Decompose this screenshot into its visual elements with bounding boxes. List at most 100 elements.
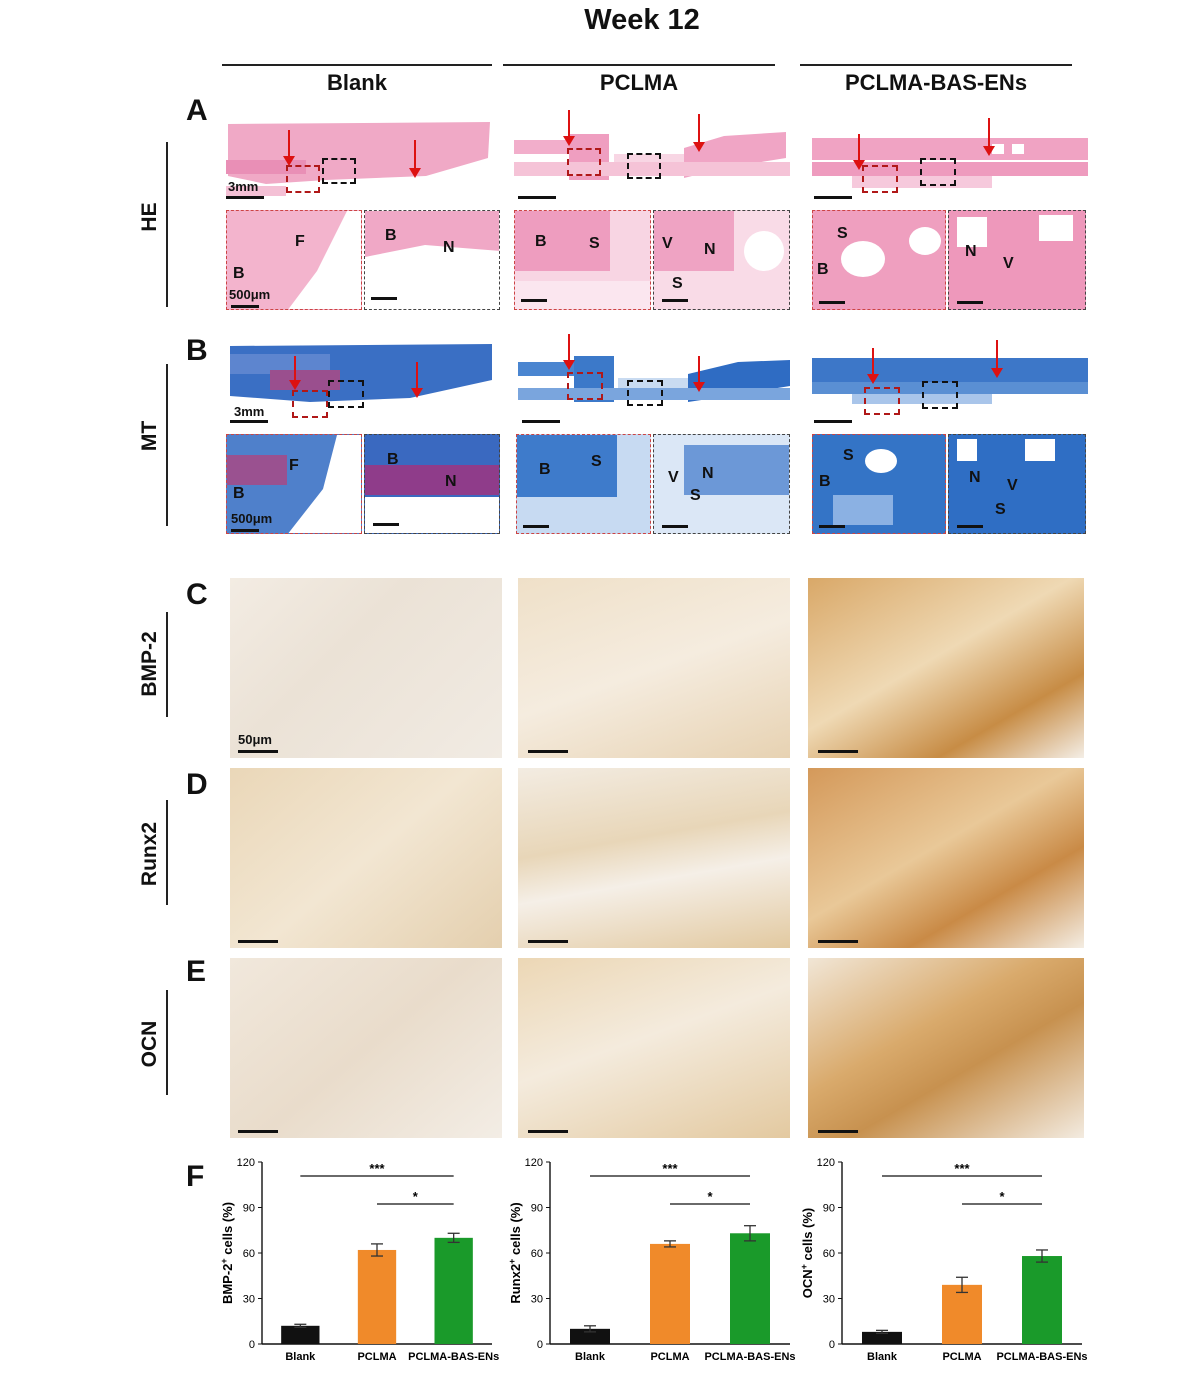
- bar: [434, 1237, 473, 1344]
- mt-pclma-arrow-2: [693, 356, 705, 392]
- he-scalebar-blank: [226, 196, 264, 199]
- region-label: B: [819, 473, 831, 490]
- panel-letter-f: F: [186, 1160, 205, 1193]
- he-overview-blank: [226, 118, 494, 198]
- x-tick-label: PCLMA-BAS-ENs: [408, 1351, 499, 1363]
- scalebar: [528, 940, 568, 943]
- mt-zoom-bas-red: S B: [812, 434, 946, 534]
- scalebar: [662, 299, 688, 302]
- chart-ocn: 0 30 60 90 120 OCN+ cells (%) Blank PCLMA PCLMA-…: [799, 1157, 1088, 1363]
- scalebar: [957, 301, 983, 304]
- y-tick-label: 90: [531, 1203, 543, 1215]
- scalebar: [231, 305, 259, 308]
- x-tick-label: PCLMA-BAS-ENs: [996, 1351, 1087, 1363]
- he-pclma-red-box: [567, 148, 601, 176]
- he-blank-arrow-1: [283, 130, 295, 166]
- mt-bas-arrow-2: [991, 340, 1003, 378]
- mt-blank-arrow-2: [411, 362, 423, 398]
- region-label: F: [289, 457, 299, 474]
- he-blank-red-box: [286, 165, 320, 193]
- mt-pclma-red-box: [567, 372, 603, 400]
- y-tick-label: 30: [243, 1294, 255, 1306]
- x-tick-label: Blank: [867, 1351, 898, 1363]
- ihc-bmp2-bas: [808, 578, 1084, 758]
- chart-runx2: 0 30 60 90 120 Runx2+ cells (%) Blank PCLMA PCLM…: [507, 1157, 796, 1363]
- region-label: N: [445, 473, 457, 490]
- region-label: B: [535, 233, 547, 250]
- scalebar: [818, 940, 858, 943]
- mt-bas-black-box: [922, 381, 958, 409]
- row-rule-mt: [166, 364, 168, 526]
- he-zoom-bas-red: S B: [812, 210, 946, 310]
- y-tick-label: 120: [525, 1157, 543, 1169]
- region-label: B: [539, 461, 551, 478]
- significance-label: *: [413, 1189, 419, 1204]
- mt-pclma-black-box: [627, 380, 663, 406]
- panel-letter-c: C: [186, 578, 208, 611]
- y-tick-label: 120: [817, 1157, 835, 1169]
- figure-title: Week 12: [584, 4, 700, 36]
- scalebar: [371, 297, 397, 300]
- mt-bas-red-box: [864, 387, 900, 415]
- scalebar: [528, 1130, 568, 1133]
- mt-pclma-arrow-1: [563, 334, 575, 370]
- scalebar: [238, 940, 278, 943]
- scalebar: [231, 529, 259, 532]
- ihc-ocn-bas: [808, 958, 1084, 1138]
- scalebar: [373, 523, 399, 526]
- row-label-ocn: OCN: [138, 1020, 161, 1068]
- he-pclma-arrow-2: [693, 114, 705, 152]
- scalebar: [523, 525, 549, 528]
- significance-label: ***: [369, 1161, 385, 1176]
- he-blank-arrow-2: [409, 140, 421, 178]
- significance-label: *: [707, 1189, 713, 1204]
- chart-bmp2: 0 30 60 90 120 BMP-2+ cells (%) Blank PCLMA PCLM…: [219, 1157, 499, 1363]
- scalebar: [818, 1130, 858, 1133]
- row-label-runx2: Runx2: [138, 821, 161, 887]
- y-tick-label: 0: [537, 1339, 543, 1351]
- mt-blank-black-box: [328, 380, 364, 408]
- region-label: S: [672, 275, 683, 292]
- y-tick-label: 0: [829, 1339, 835, 1351]
- region-label: N: [969, 469, 981, 486]
- panel-letter-b: B: [186, 334, 208, 367]
- mt-blank-red-box: [292, 390, 328, 418]
- column-rule-pclma: [503, 64, 775, 66]
- ihc-runx2-pclma: [518, 768, 790, 948]
- significance-label: *: [999, 1189, 1005, 1204]
- x-tick-label: PCLMA: [942, 1351, 981, 1363]
- region-label: N: [443, 239, 455, 256]
- x-tick-label: PCLMA-BAS-ENs: [704, 1351, 795, 1363]
- y-tick-label: 60: [823, 1248, 835, 1260]
- ihc-bmp2-blank: 50μm: [230, 578, 502, 758]
- panel-letter-a: A: [186, 94, 208, 127]
- mt-zoom-pclma-black: V N S: [653, 434, 790, 534]
- mt-zoom-blank-red: F B 500μm: [226, 434, 362, 534]
- scalebar: [818, 750, 858, 753]
- mt-bas-arrow-1: [867, 348, 879, 384]
- region-label: B: [233, 265, 245, 282]
- column-header-bas: PCLMA-BAS-ENs: [844, 70, 1028, 95]
- scalebar: [238, 750, 278, 753]
- row-rule-runx2: [166, 800, 168, 905]
- region-label: V: [668, 469, 679, 486]
- mt-scalebar-pclma: [522, 420, 560, 423]
- region-label: V: [1003, 255, 1014, 272]
- he-zoom-pclma-red: B S: [514, 210, 651, 310]
- y-tick-label: 30: [531, 1294, 543, 1306]
- he-zoom-blank-black: B N: [364, 210, 500, 310]
- mt-scalebar-bas: [814, 420, 852, 423]
- x-tick-label: Blank: [575, 1351, 606, 1363]
- mt-zoom-blank-black: B N: [364, 434, 500, 534]
- he-scalebar-bas: [814, 196, 852, 199]
- ihc-runx2-bas: [808, 768, 1084, 948]
- x-tick-label: PCLMA: [650, 1351, 689, 1363]
- scalebar: [819, 525, 845, 528]
- row-rule-he: [166, 142, 168, 307]
- he-zoom-blank-red: F B 500μm: [226, 210, 362, 310]
- row-label-mt: MT: [138, 420, 161, 452]
- he-scalebar-pclma: [518, 196, 556, 199]
- row-rule-ocn: [166, 990, 168, 1095]
- bar: [862, 1331, 902, 1344]
- column-header-pclma: PCLMA: [599, 70, 679, 95]
